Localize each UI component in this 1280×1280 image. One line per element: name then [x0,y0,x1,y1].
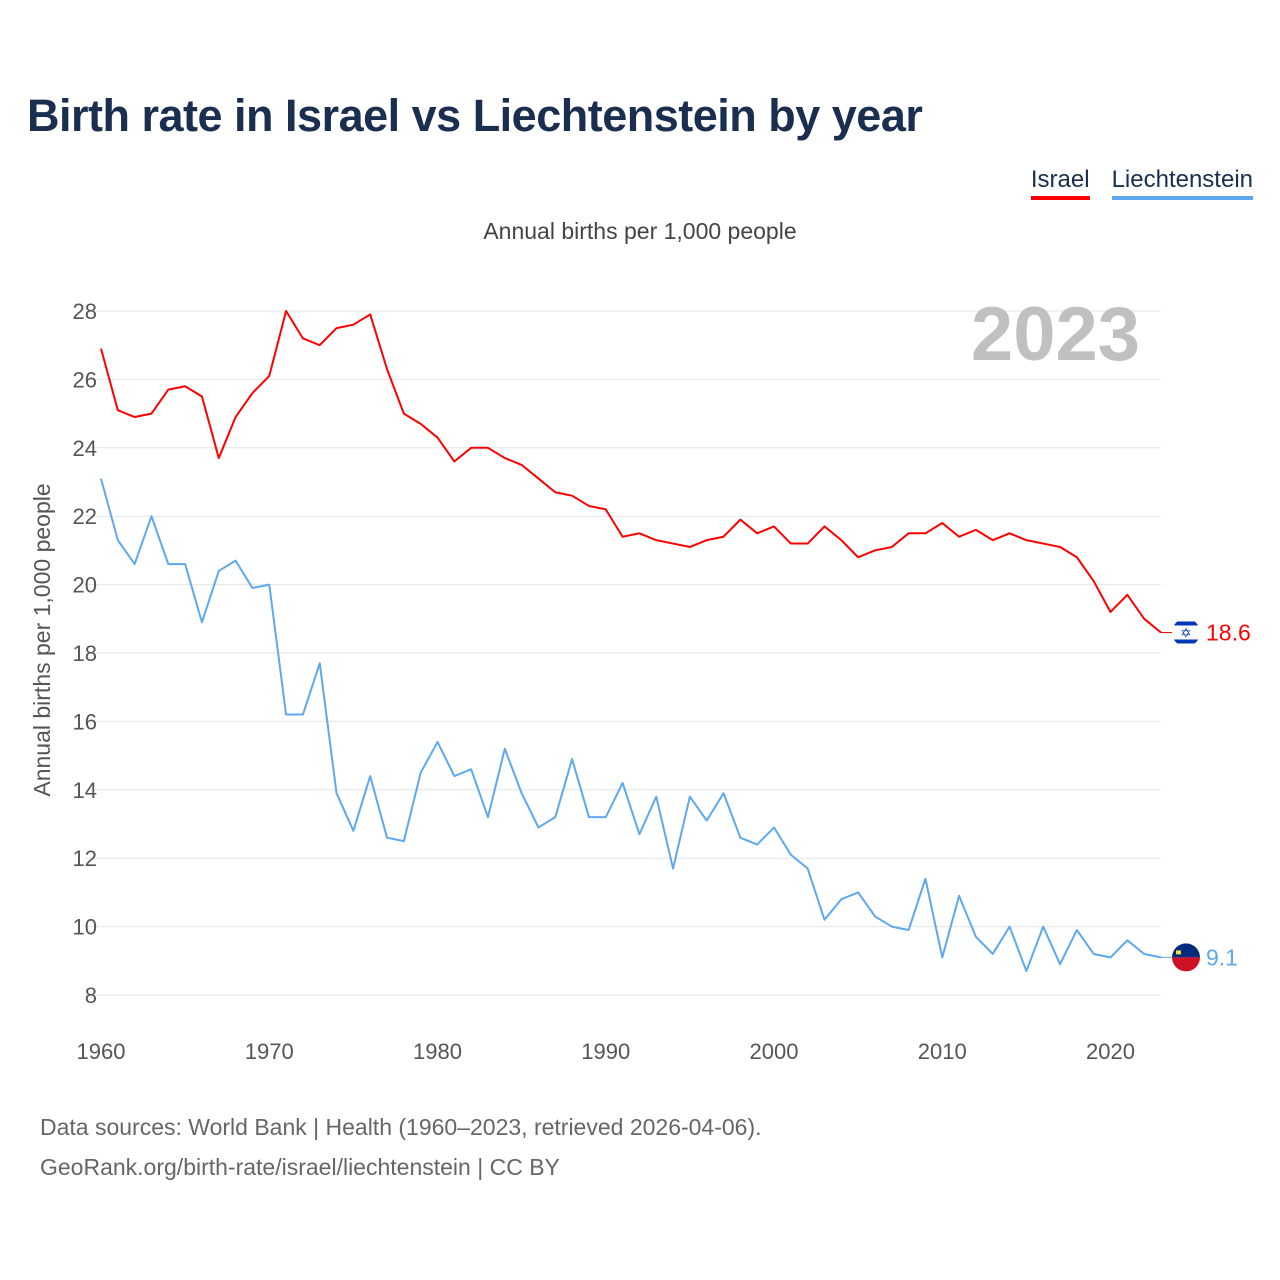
israel-flag-icon: ✡ [1172,618,1200,647]
y-tick-label: 12 [73,846,97,871]
chart-title: Birth rate in Israel vs Liechtenstein by… [27,90,923,141]
y-tick-label: 8 [85,983,97,1008]
source-line-1: Data sources: World Bank | Health (1960–… [40,1114,762,1140]
legend: Israel Liechtenstein [1030,166,1253,200]
end-value-label: 9.1 [1206,944,1238,970]
flag-body [1172,943,1200,972]
flag-stripe [1172,621,1200,626]
source-note: Data sources: World Bank | Health (1960–… [40,1107,762,1187]
star-of-david-icon: ✡ [1181,626,1192,641]
source-line-2[interactable]: GeoRank.org/birth-rate/israel/liechtenst… [40,1154,560,1180]
year-watermark: 2023 [971,292,1140,377]
x-tick-label: 2020 [1086,1039,1135,1064]
y-axis-title: Annual births per 1,000 people [29,483,55,796]
y-tick-label: 18 [73,641,97,666]
crown-icon [1176,950,1181,955]
chart-subtitle: Annual births per 1,000 people [483,218,797,244]
x-tick-label: 1990 [581,1039,630,1064]
legend-israel[interactable]: Israel [1030,166,1090,200]
flag-field [1172,957,1200,972]
x-tick-label: 2000 [750,1039,799,1064]
series-line-israel [100,310,1162,634]
y-tick-label: 14 [73,778,97,803]
y-tick-label: 10 [73,915,97,940]
flag-stripe [1172,639,1200,644]
y-tick-label: 16 [73,709,97,734]
x-tick-label: 2010 [918,1039,967,1064]
liechtenstein-flag-icon [1172,943,1200,972]
end-value-label: 18.6 [1206,619,1251,645]
series-line-liechtenstein [100,478,1162,973]
y-tick-label: 20 [73,573,97,598]
x-tick-label: 1970 [245,1039,294,1064]
flag-body: ✡ [1172,618,1200,647]
x-tick-label: 1960 [77,1039,126,1064]
legend-liechtenstein[interactable]: Liechtenstein [1111,166,1253,200]
x-tick-label: 1980 [413,1039,462,1064]
y-tick-label: 26 [73,367,97,392]
y-tick-label: 28 [73,299,97,324]
y-tick-label: 24 [73,436,97,461]
y-tick-label: 22 [73,504,97,529]
